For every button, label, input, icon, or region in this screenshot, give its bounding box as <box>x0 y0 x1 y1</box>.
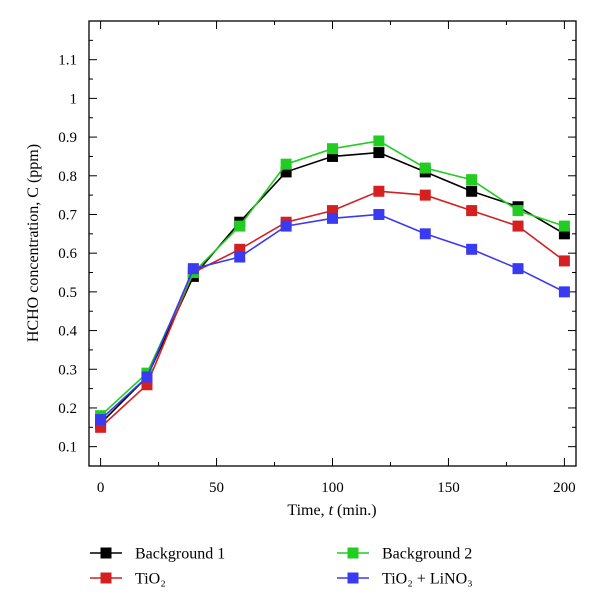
y-tick-label: 0.2 <box>58 401 77 417</box>
legend-entry: Background 2 <box>337 546 472 563</box>
legend-marker <box>347 572 359 584</box>
legend-label: TiO₂ + LiNO₃ <box>382 571 473 588</box>
series-line <box>100 140 565 417</box>
legend-marker <box>347 547 359 559</box>
x-tick-label: 150 <box>437 480 460 496</box>
data-point <box>327 212 338 224</box>
series-layer <box>95 135 570 433</box>
data-point <box>373 147 385 159</box>
y-tick-label: 0.4 <box>58 324 77 340</box>
series-line <box>100 190 565 428</box>
axis-ticks <box>89 21 576 466</box>
legend-entry: TiO₂ + LiNO₃ <box>337 571 473 588</box>
x-tick-label: 0 <box>97 480 105 496</box>
legend-label: TiO₂ <box>135 571 166 588</box>
legend-label: Background 1 <box>135 546 225 563</box>
data-point <box>234 251 246 263</box>
x-tick-label: 200 <box>553 480 576 496</box>
data-point <box>280 158 292 170</box>
data-point <box>95 421 107 433</box>
data-point <box>419 228 431 240</box>
data-point <box>558 255 570 267</box>
data-point <box>327 205 338 217</box>
x-tick-label: 100 <box>321 480 344 496</box>
legend-entry: Background 1 <box>90 546 225 563</box>
y-tick-label: 1 <box>70 91 78 107</box>
y-tick-label: 0.9 <box>58 130 77 146</box>
x-axis-title: Time, t (min.) <box>287 502 376 519</box>
data-point <box>95 414 107 426</box>
data-point <box>512 220 524 232</box>
y-tick-label: 0.3 <box>58 362 77 378</box>
data-point <box>234 243 246 255</box>
y-axis-title: HCHO concentration, C (ppm) <box>25 144 42 342</box>
data-point <box>558 220 570 232</box>
y-tick-label: 0.1 <box>58 440 77 456</box>
plot-frame <box>88 20 577 467</box>
legend-entry: TiO₂ <box>90 571 166 588</box>
data-point <box>419 162 431 174</box>
series-4 <box>95 208 570 426</box>
data-point <box>327 143 338 155</box>
y-tick-label: 0.8 <box>58 169 77 185</box>
series-1 <box>95 147 570 429</box>
series-3 <box>95 135 570 422</box>
legend-label: Background 2 <box>382 546 472 563</box>
data-point <box>187 263 199 275</box>
data-point <box>466 185 478 197</box>
data-point <box>373 208 385 220</box>
series-line <box>100 213 565 421</box>
data-point <box>280 166 292 178</box>
data-point <box>512 205 524 217</box>
data-point <box>373 135 385 147</box>
y-tick-label: 0.6 <box>58 246 77 262</box>
legend: Background 1 TiO₂ Background 2 TiO₂ + LiNO₃ <box>90 546 473 588</box>
data-point <box>280 220 292 232</box>
data-point <box>466 205 478 217</box>
data-point <box>512 263 524 275</box>
tick-labels: 0 50 100 150 200 0.1 0.2 0.3 0.4 0.5 0.6 0.7 0.8 0.9 1… <box>58 53 575 496</box>
data-point <box>466 243 478 255</box>
data-point <box>373 185 385 197</box>
data-point <box>327 150 338 162</box>
data-point <box>141 379 153 391</box>
data-point <box>141 371 153 383</box>
y-tick-label: 0.7 <box>58 207 77 223</box>
data-point <box>558 286 570 298</box>
legend-marker <box>100 572 112 584</box>
legend-marker <box>100 547 112 559</box>
data-point <box>419 189 431 201</box>
data-point <box>234 220 246 232</box>
y-tick-label: 1.1 <box>58 53 77 69</box>
data-point <box>466 174 478 186</box>
x-tick-label: 50 <box>209 480 224 496</box>
data-point <box>558 228 570 240</box>
y-tick-label: 0.5 <box>58 285 77 301</box>
series-line <box>100 151 565 424</box>
